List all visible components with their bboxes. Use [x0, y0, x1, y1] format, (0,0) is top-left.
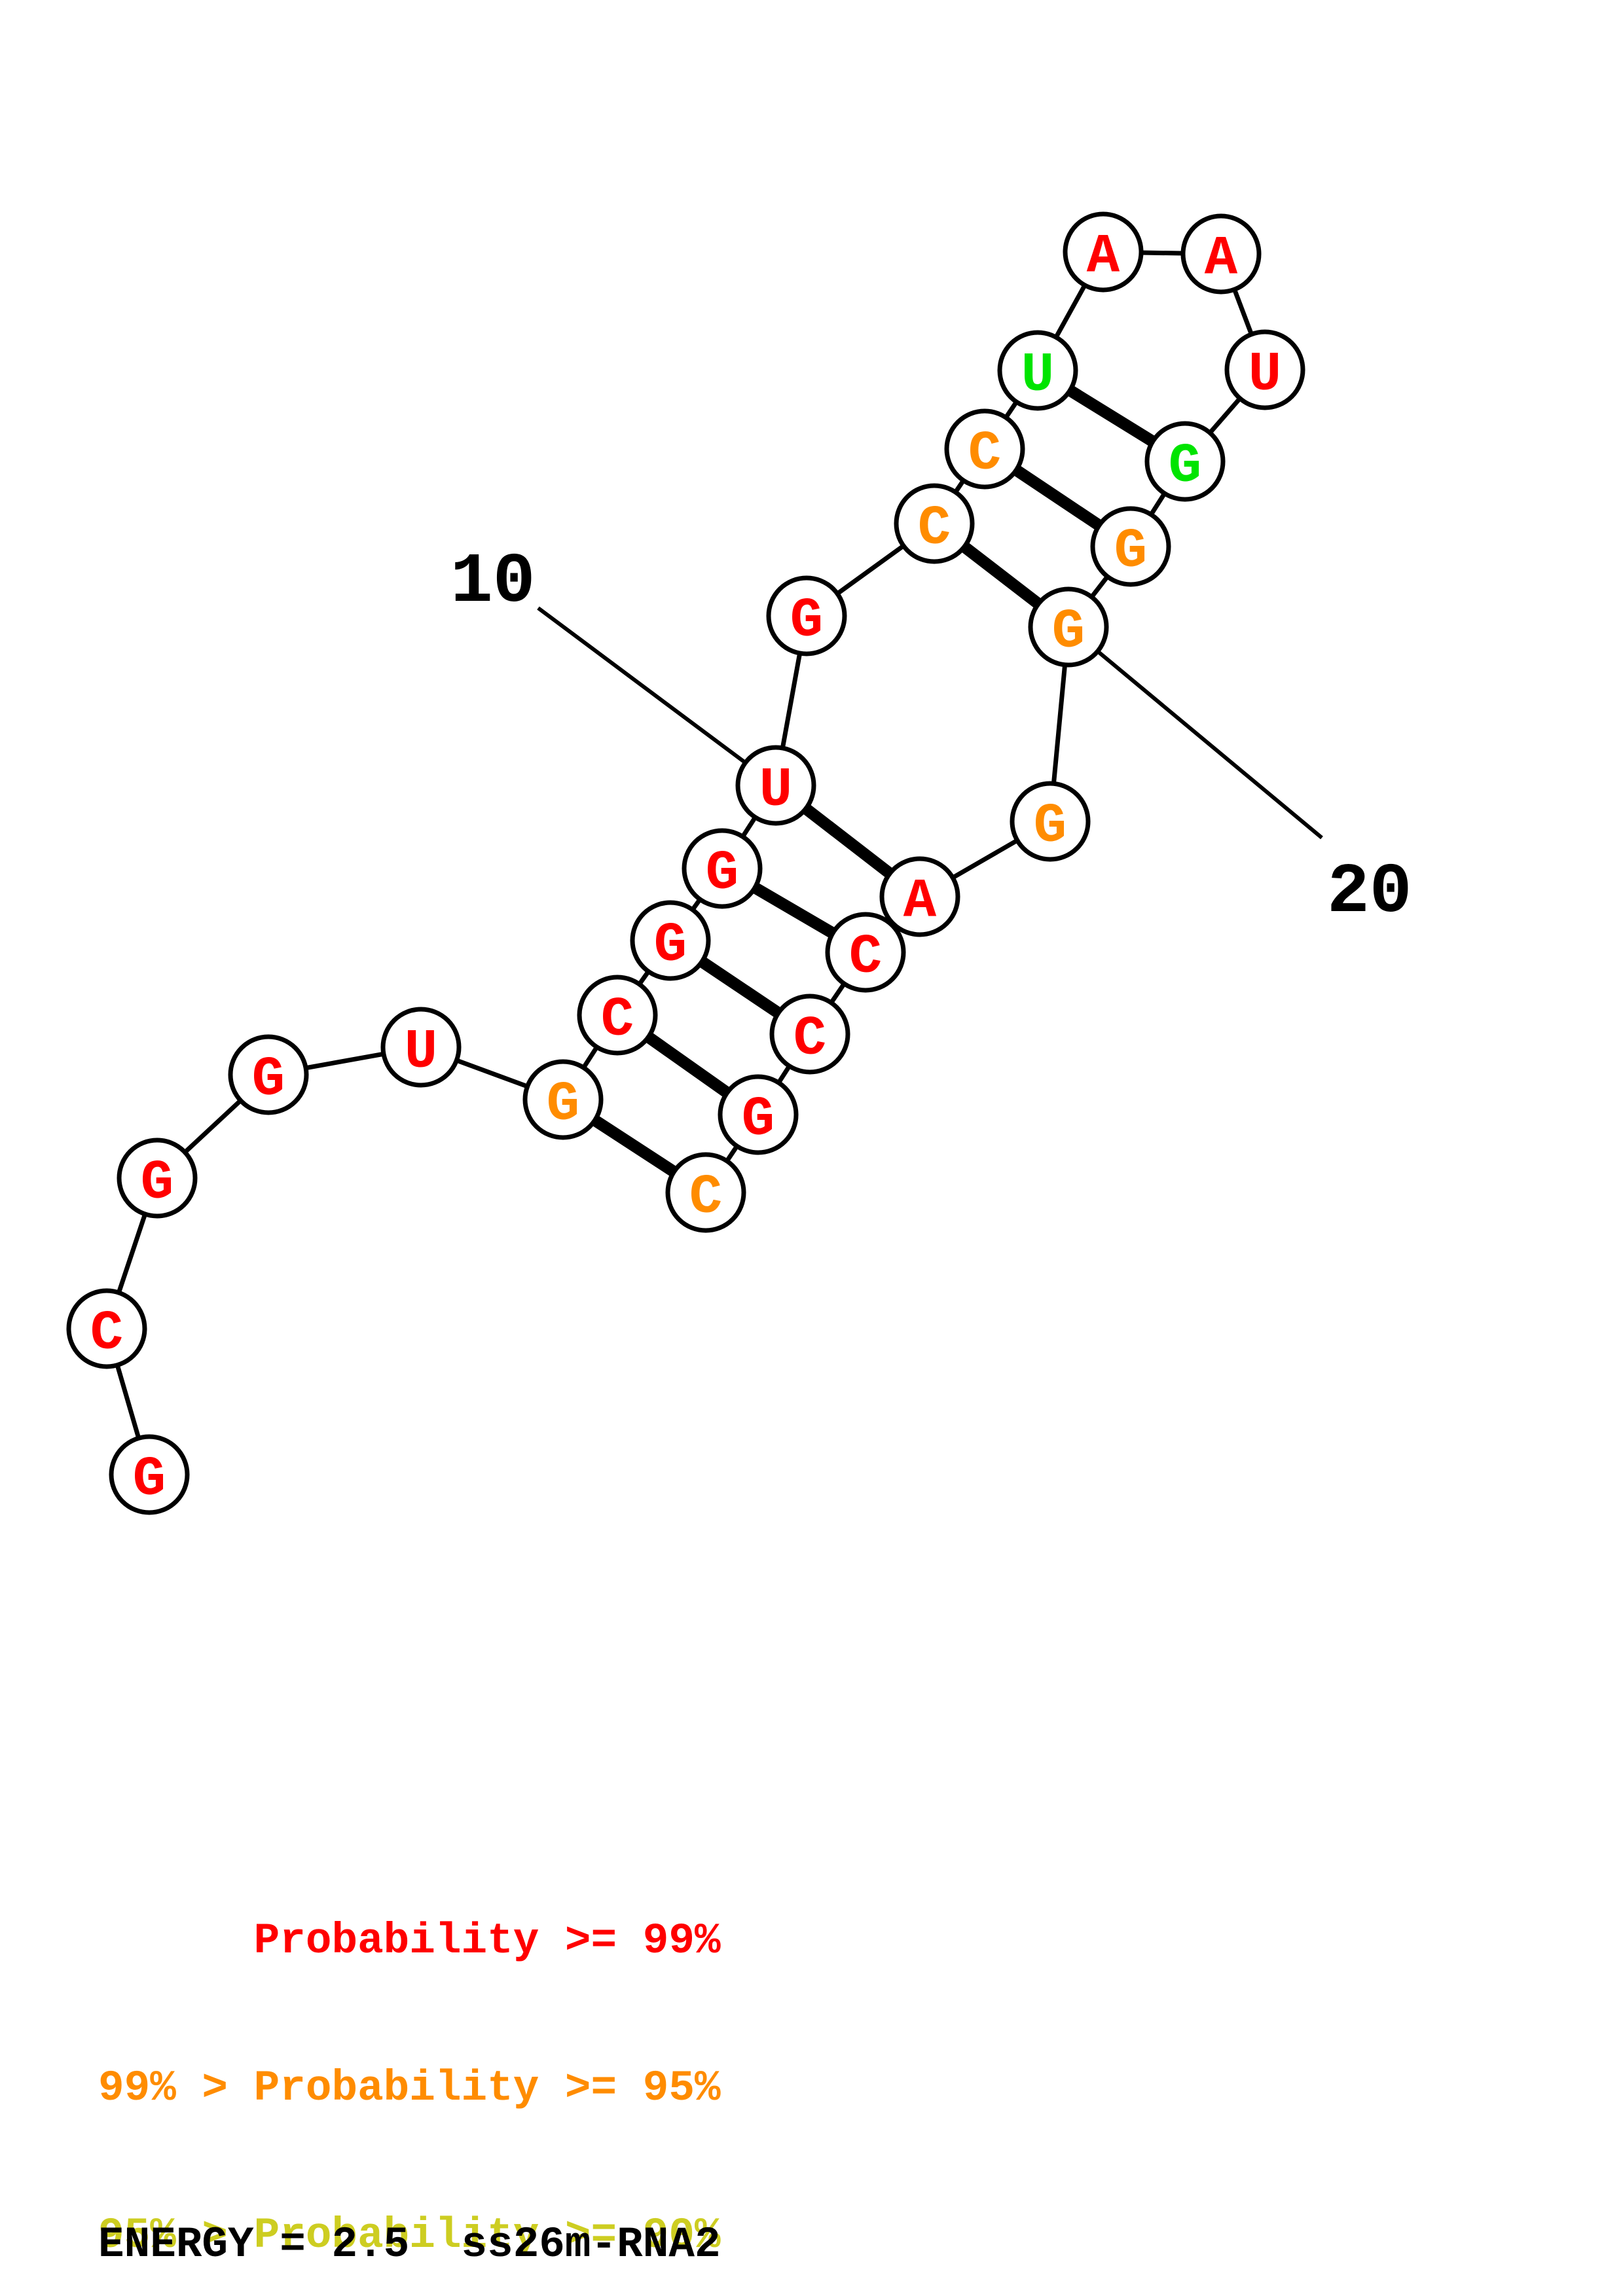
nucleotide-circle: [117, 1138, 198, 1219]
nucleotide-circle: [228, 1034, 309, 1115]
energy-line: ENERGY = 2.5 ss26m-RNA2: [98, 2220, 721, 2269]
nucleotide-circle: [1028, 586, 1109, 668]
nucleotide-circle: [944, 408, 1025, 490]
nucleotide-letter: A: [1205, 228, 1238, 290]
label-pointer-line: [537, 606, 777, 787]
nucleotide-circle: [1224, 329, 1305, 410]
nucleotide-letter: C: [689, 1166, 722, 1229]
nucleotide-letter: G: [547, 1073, 579, 1136]
sequence-number-label: 20: [1327, 853, 1412, 933]
nucleotide-letter: C: [601, 989, 634, 1051]
nucleotide-letter: G: [654, 914, 687, 977]
nucleotide-circle: [380, 1007, 462, 1088]
nucleotide-circle: [735, 745, 816, 826]
nucleotide-letter: A: [1087, 226, 1120, 288]
sequence-number-label: 10: [450, 543, 536, 622]
nucleotide-letter: C: [793, 1008, 826, 1070]
nucleotide-circle: [766, 575, 847, 656]
probability-legend: Probability >= 99% 99% > Probability >= …: [98, 1818, 721, 2296]
nucleotide-letter: G: [252, 1049, 285, 1111]
nucleotide-letter: G: [1034, 795, 1067, 857]
nucleotide-letter: U: [1249, 344, 1281, 406]
nucleotide-letter: G: [742, 1088, 775, 1151]
nucleotide-circle: [1063, 211, 1144, 293]
nucleotide-letter: C: [918, 497, 951, 560]
nucleotide-letter: U: [405, 1021, 437, 1083]
nucleotide-letter: C: [90, 1302, 123, 1365]
nucleotide-letter: G: [133, 1448, 166, 1511]
nucleotide-letter: C: [968, 423, 1001, 485]
nucleotide-letter: C: [849, 926, 882, 988]
nucleotide-letter: G: [1114, 520, 1147, 583]
nucleotide-circle: [825, 912, 906, 993]
nucleotide-circle: [630, 900, 711, 981]
nucleotide-circle: [1144, 421, 1226, 502]
legend-row: Probability >= 99%: [98, 1916, 721, 1965]
nucleotide-circle: [665, 1152, 746, 1233]
nucleotide-letter: U: [759, 759, 792, 821]
nucleotide-circle: [718, 1074, 799, 1155]
nucleotide-letter: U: [1021, 344, 1054, 406]
legend-row: 99% > Probability >= 95%: [98, 2064, 721, 2113]
nucleotide-letter: G: [790, 590, 823, 652]
nucleotide-letter: A: [903, 870, 937, 933]
nucleotide-circle: [109, 1434, 190, 1515]
legend-row: 95% > Probability >= 90%: [98, 2211, 721, 2260]
nucleotide-circle: [1010, 781, 1091, 862]
nucleotide-letter: G: [1052, 601, 1085, 663]
nucleotide-circle: [879, 856, 960, 937]
nucleotide-circle: [769, 994, 850, 1075]
nucleotide-circle: [577, 975, 658, 1056]
label-pointer-line: [1067, 625, 1323, 840]
nucleotide-circle: [1180, 213, 1262, 295]
nucleotide-circle: [1090, 506, 1171, 587]
nucleotide-circle: [66, 1288, 147, 1369]
nucleotide-letter: G: [141, 1152, 173, 1214]
nucleotide-circle: [894, 483, 975, 564]
nucleotide-circle: [682, 828, 763, 909]
nucleotide-letter: G: [1169, 435, 1201, 497]
nucleotide-letter: G: [706, 842, 739, 905]
nucleotide-circle: [522, 1059, 604, 1140]
nucleotide-circle: [997, 330, 1078, 411]
